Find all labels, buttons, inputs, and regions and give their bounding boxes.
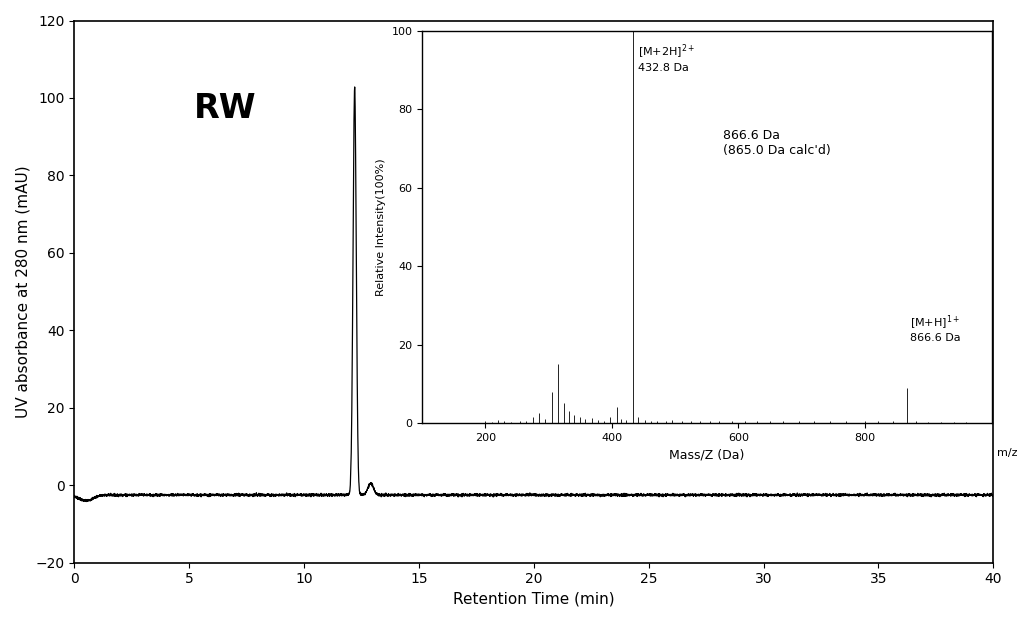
Text: RW: RW — [194, 92, 256, 125]
Y-axis label: Relative Intensity(100%): Relative Intensity(100%) — [375, 158, 385, 296]
Y-axis label: UV absorbance at 280 nm (mAU): UV absorbance at 280 nm (mAU) — [15, 165, 29, 418]
Text: m/z: m/z — [998, 448, 1017, 458]
Text: 866.6 Da
(865.0 Da calc'd): 866.6 Da (865.0 Da calc'd) — [723, 129, 831, 157]
Text: [M+H]$^{1+}$
866.6 Da: [M+H]$^{1+}$ 866.6 Da — [910, 313, 961, 343]
X-axis label: Mass/Z (Da): Mass/Z (Da) — [669, 448, 744, 462]
Text: [M+2H]$^{2+}$
432.8 Da: [M+2H]$^{2+}$ 432.8 Da — [638, 43, 695, 73]
X-axis label: Retention Time (min): Retention Time (min) — [453, 592, 614, 607]
